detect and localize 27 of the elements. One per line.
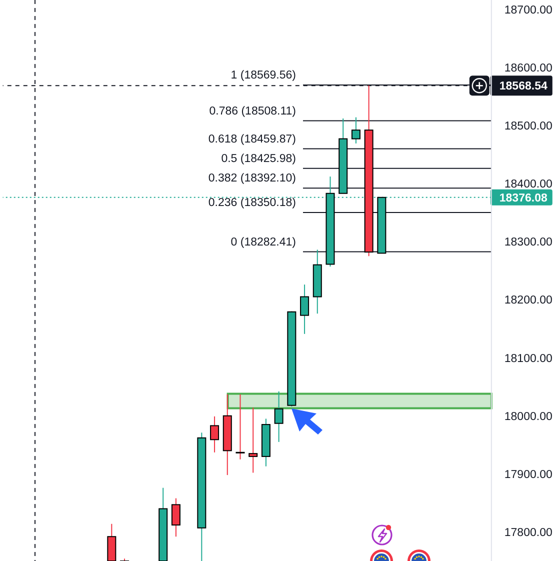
ref-line-label: 0.786 (18508.11) bbox=[209, 105, 296, 118]
ref-line-label: 18376.08 bbox=[499, 192, 548, 204]
candlestick bbox=[236, 394, 245, 460]
ref-line-label: 1 (18569.56) bbox=[230, 70, 296, 82]
ref-line-label: 0.618 (18459.87) bbox=[208, 133, 296, 146]
y-tick-label: 18000.00 bbox=[504, 410, 552, 423]
y-tick-label: 17900.00 bbox=[504, 468, 552, 481]
y-tick-label: 18600.00 bbox=[504, 62, 552, 74]
candlestick bbox=[248, 407, 258, 474]
y-tick-label: 18100.00 bbox=[504, 352, 552, 365]
y-tick-label: 18700.00 bbox=[504, 4, 552, 16]
y-tick-label: 18300.00 bbox=[504, 236, 552, 249]
ref-line-label: 0.5 (18425.98) bbox=[221, 152, 296, 165]
candlestick bbox=[274, 390, 284, 442]
candlestick bbox=[120, 558, 130, 561]
candlestick bbox=[300, 284, 310, 334]
candlestick bbox=[210, 416, 220, 453]
ref-line-label: 0.382 (18392.10) bbox=[208, 172, 296, 185]
candlestick bbox=[351, 116, 360, 144]
ref-line-label: 0 (18282.41) bbox=[230, 236, 296, 248]
y-tick-label: 18500.00 bbox=[504, 120, 552, 133]
y-tick-label: 17800.00 bbox=[504, 527, 552, 540]
ref-line-label: 18568.54 bbox=[499, 80, 548, 93]
y-tick-label: 18400.00 bbox=[504, 178, 552, 191]
y-tick-label: 18200.00 bbox=[504, 294, 552, 307]
ref-line-label: 0.236 (18350.18) bbox=[208, 196, 296, 209]
candlestick bbox=[171, 498, 180, 538]
